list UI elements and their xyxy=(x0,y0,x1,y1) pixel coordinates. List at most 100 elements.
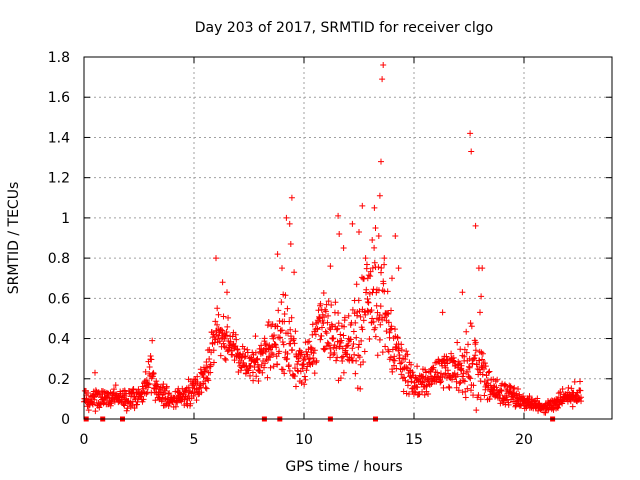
data-point xyxy=(486,368,493,375)
data-point xyxy=(329,335,336,342)
data-point xyxy=(91,396,98,403)
data-point xyxy=(479,356,486,363)
data-point xyxy=(421,378,428,385)
data-point xyxy=(92,369,98,376)
data-point xyxy=(333,326,340,333)
data-point xyxy=(252,333,259,340)
data-point xyxy=(443,353,450,360)
data-point xyxy=(146,380,153,387)
data-point xyxy=(329,323,336,329)
data-point xyxy=(299,362,306,369)
data-point xyxy=(466,374,473,381)
x-tick-label: 20 xyxy=(515,432,533,448)
data-point xyxy=(472,339,479,346)
data-point xyxy=(402,377,409,384)
data-point xyxy=(207,369,214,376)
data-point xyxy=(267,364,274,371)
data-point xyxy=(281,310,288,317)
data-point xyxy=(220,313,227,320)
data-point xyxy=(185,392,192,399)
data-point xyxy=(365,299,372,306)
data-point xyxy=(197,384,204,391)
data-point xyxy=(290,335,297,342)
data-point xyxy=(282,292,289,299)
x-tick-label: 5 xyxy=(190,432,199,448)
data-point xyxy=(241,353,248,360)
data-point xyxy=(398,341,405,348)
data-point xyxy=(352,319,359,326)
data-point xyxy=(242,353,249,360)
chart-title: Day 203 of 2017, SRMTID for receiver clg… xyxy=(195,20,493,36)
data-point xyxy=(325,298,332,305)
data-point xyxy=(414,363,421,370)
data-point xyxy=(353,334,360,341)
data-point xyxy=(96,404,103,411)
data-point xyxy=(505,401,512,408)
data-point xyxy=(203,385,210,392)
data-point xyxy=(261,335,268,342)
data-point xyxy=(355,344,362,351)
data-point xyxy=(303,367,310,374)
data-point xyxy=(278,299,285,306)
data-point xyxy=(569,403,576,410)
data-point xyxy=(501,381,508,388)
data-point xyxy=(312,331,319,338)
data-point xyxy=(190,392,197,399)
data-point xyxy=(244,346,251,353)
data-point xyxy=(284,355,291,362)
data-point xyxy=(449,376,456,383)
data-point xyxy=(476,366,483,373)
data-point xyxy=(364,275,371,282)
data-point xyxy=(273,344,280,351)
data-point xyxy=(294,361,301,368)
data-point xyxy=(464,368,471,375)
data-point xyxy=(300,361,307,368)
data-point xyxy=(384,309,391,316)
data-point xyxy=(385,348,392,355)
data-point xyxy=(237,367,244,374)
data-point xyxy=(331,342,338,349)
data-point xyxy=(470,392,477,399)
data-point xyxy=(160,381,167,388)
data-point xyxy=(475,392,482,399)
data-point xyxy=(362,311,369,318)
data-point xyxy=(437,379,444,386)
data-point xyxy=(220,340,227,347)
data-point xyxy=(359,202,366,209)
axes xyxy=(83,56,613,420)
data-point xyxy=(357,313,364,320)
data-point xyxy=(479,350,486,357)
data-point xyxy=(472,222,479,229)
data-point xyxy=(264,322,271,329)
data-point xyxy=(421,391,428,398)
data-point xyxy=(550,406,557,413)
data-point xyxy=(385,319,392,326)
data-point xyxy=(140,396,147,403)
data-point xyxy=(213,255,219,262)
data-point xyxy=(121,402,128,409)
data-point xyxy=(364,307,371,314)
data-point xyxy=(275,307,282,314)
data-point xyxy=(434,369,441,376)
data-point xyxy=(371,259,378,266)
data-point xyxy=(467,320,474,327)
tick-labels: 0 0.2 0.4 0.6 0.8 1 1.2 1.4 1.6 1.8 0 5 10 15 20 xyxy=(48,50,533,448)
data-point xyxy=(507,383,514,390)
data-point xyxy=(279,339,286,346)
data-point xyxy=(291,269,298,276)
data-point xyxy=(368,307,375,314)
data-point xyxy=(89,401,96,408)
data-point xyxy=(295,358,302,365)
data-point xyxy=(291,340,298,347)
data-point xyxy=(459,289,466,296)
data-point xyxy=(203,358,210,365)
data-point xyxy=(459,373,466,380)
data-point xyxy=(350,341,357,348)
data-point xyxy=(465,341,472,348)
data-point xyxy=(295,355,302,362)
data-point xyxy=(363,286,370,293)
data-point xyxy=(372,333,379,340)
data-point xyxy=(309,321,316,328)
data-point xyxy=(244,366,251,373)
data-point xyxy=(85,407,92,414)
